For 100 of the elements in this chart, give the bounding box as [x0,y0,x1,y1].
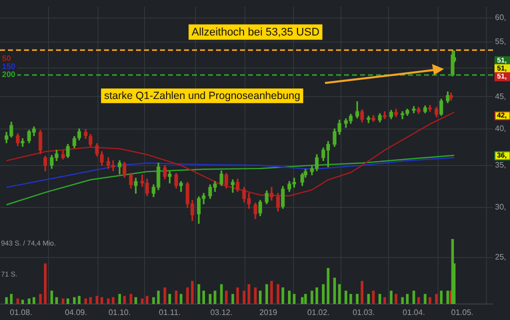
bar [242,290,246,304]
bar [338,284,341,304]
bar [66,298,70,304]
x-tick-label: 2019 [259,308,278,318]
bar [435,294,438,304]
y-tick-label: 40, [495,124,506,134]
bar [168,294,172,304]
bar [315,287,318,304]
bar [344,290,348,304]
bar [231,294,234,304]
text: 200 [2,70,16,80]
bar [157,290,160,304]
bar [96,296,98,304]
bar [270,280,273,304]
y-tick-label: 35, [495,160,506,170]
bar [288,290,291,304]
bar [197,284,200,304]
bar [44,263,47,304]
bar [224,290,228,304]
bar [406,294,409,304]
bar [428,297,432,304]
bar [28,298,30,304]
bar [50,290,54,304]
bar [258,290,262,304]
bar [208,294,212,304]
bar [84,298,87,304]
bar [78,296,81,304]
y-tick-label: 55, [495,36,506,46]
y-tick-label: 45, [495,92,506,101]
ref-line-label: Allzeithoch bei 53,35 USD [192,26,320,39]
bar [134,297,138,304]
y-tick-label: 25, [495,252,506,262]
bar [360,280,364,304]
bar [10,294,13,304]
bar [367,294,370,304]
bar [186,287,189,304]
bar [310,290,314,304]
bar [55,297,58,304]
bar [220,284,223,304]
bar [214,290,216,304]
bar [446,290,450,304]
bar [248,284,250,304]
bar [378,294,382,304]
x-tick-label: 01.05. [451,308,474,318]
bar [140,298,144,304]
y-tick-label: 60, [495,13,506,22]
bar [372,290,375,304]
bar [349,294,352,304]
bar [112,297,114,304]
x-tick-label: 01.04. [402,308,425,318]
x-tick-label: 01.10. [108,308,131,318]
bar [174,290,178,304]
bar [440,290,443,304]
bar [236,287,239,304]
bar [146,296,148,304]
bar [118,294,121,304]
bar [39,294,42,304]
bar [73,297,76,304]
annotation: starke Q1-Zahlen und Prognoseanhebung [104,90,300,102]
x-tick-label: 01.08. [10,308,32,318]
bar [394,294,398,304]
bar [164,287,166,304]
bar [180,294,182,304]
bar [412,290,416,304]
bar [265,284,268,304]
bar [292,294,296,304]
x-tick-label: 01.11. [158,308,181,318]
text: 150 [2,62,16,72]
bar [356,294,359,304]
bar [424,294,426,304]
bar [326,268,330,304]
bar [106,298,110,304]
y-tick-label: 30, [495,202,506,212]
bar [333,278,336,304]
bar [383,297,386,304]
bar [202,290,205,304]
bar [390,290,392,304]
bar [62,298,64,304]
bar [401,297,404,304]
bar [191,280,194,304]
x-tick-label: 04.09. [64,308,88,318]
bar [32,297,36,304]
bar [304,294,307,304]
bar [5,297,8,304]
bar [152,297,155,304]
bar [282,287,284,304]
bar [130,294,132,304]
bar [100,297,104,304]
x-tick-label: 01.02. [307,308,330,318]
bar [123,296,126,304]
bar [322,284,325,304]
bar [89,297,92,304]
text: 50 [2,54,12,64]
bar [254,287,257,304]
bar [417,297,420,304]
bar [16,298,20,304]
bar [300,297,304,304]
x-tick-label: 01.03. [352,308,375,318]
bar [276,284,280,304]
x-tick-label: 03.12. [210,308,233,318]
